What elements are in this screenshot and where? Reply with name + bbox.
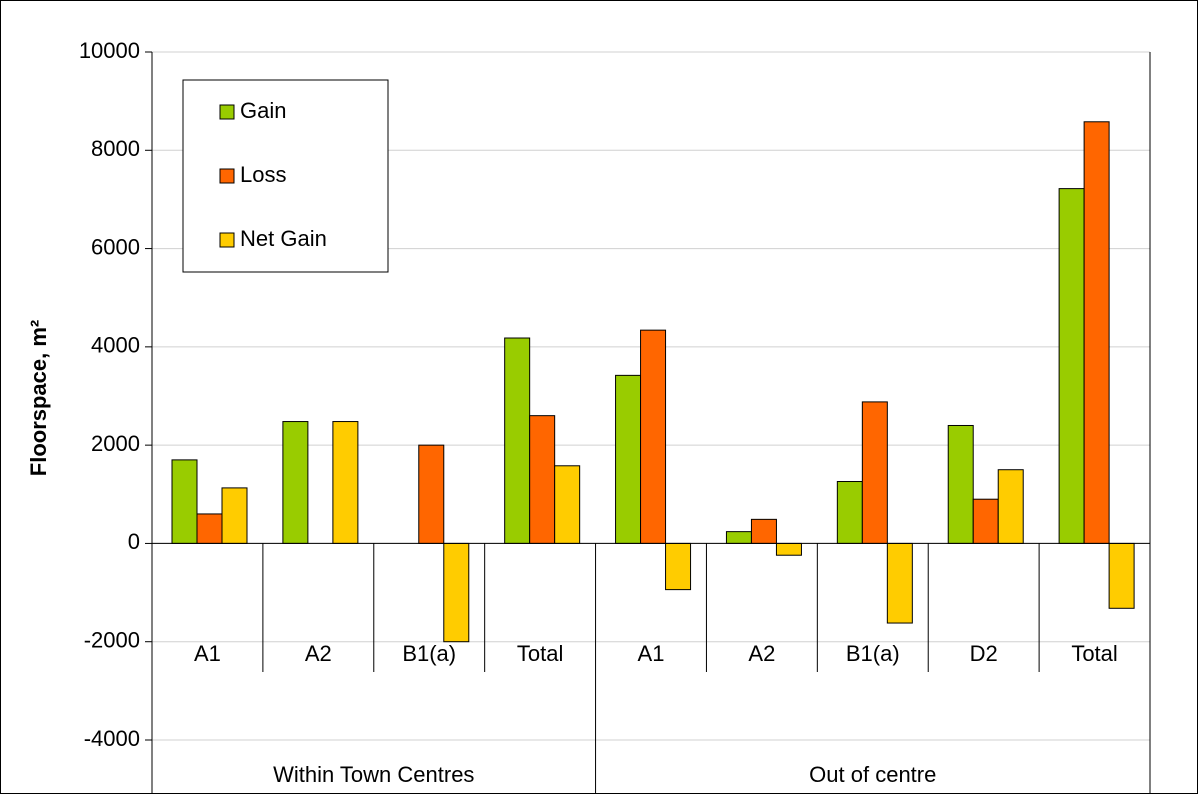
- bar: [529, 415, 556, 544]
- bar: [615, 374, 642, 544]
- bar: [836, 481, 863, 544]
- x-tick-label: B1(a): [402, 641, 456, 666]
- y-tick-label: 8000: [91, 136, 140, 161]
- bar: [171, 459, 198, 544]
- legend-label: Gain: [240, 98, 286, 123]
- x-tick-label: Total: [517, 641, 563, 666]
- bar: [221, 487, 248, 544]
- bar: [886, 542, 913, 624]
- y-tick-label: 2000: [91, 431, 140, 456]
- x-tick-label: A2: [305, 641, 332, 666]
- bar: [947, 424, 974, 544]
- bar: [725, 531, 752, 544]
- bar: [196, 513, 223, 544]
- legend-swatch: [219, 168, 235, 184]
- bar: [775, 542, 802, 556]
- bar: [554, 465, 581, 544]
- bar: [640, 329, 667, 544]
- bar: [282, 421, 309, 544]
- bar: [861, 401, 888, 544]
- y-tick-label: 0: [128, 529, 140, 554]
- y-tick-label: 10000: [79, 38, 140, 63]
- y-tick-label: 6000: [91, 234, 140, 259]
- x-tick-label: A1: [194, 641, 221, 666]
- x-tick-label: B1(a): [846, 641, 900, 666]
- y-axis-label: Floorspace, m²: [26, 320, 51, 476]
- bar: [504, 337, 531, 544]
- y-tick-label: 4000: [91, 333, 140, 358]
- legend-label: Net Gain: [240, 226, 327, 251]
- bar: [1083, 121, 1110, 544]
- legend-box: [182, 79, 389, 273]
- legend-label: Loss: [240, 162, 286, 187]
- legend-swatch: [219, 104, 235, 120]
- bar: [750, 518, 777, 544]
- bar: [997, 469, 1024, 544]
- x-tick-label: A1: [638, 641, 665, 666]
- bar: [443, 542, 470, 643]
- x-tick-label: D2: [970, 641, 998, 666]
- y-tick-label: -4000: [84, 726, 140, 751]
- bar: [972, 498, 999, 544]
- bar: [665, 542, 692, 591]
- legend-swatch: [219, 232, 235, 248]
- group-label: Out of centre: [809, 762, 936, 787]
- bar: [1108, 542, 1135, 609]
- group-label: Within Town Centres: [273, 762, 474, 787]
- bar: [332, 421, 359, 544]
- x-tick-label: A2: [748, 641, 775, 666]
- bar: [1058, 188, 1085, 544]
- bar: [418, 444, 445, 544]
- y-tick-label: -2000: [84, 628, 140, 653]
- x-tick-label: Total: [1071, 641, 1117, 666]
